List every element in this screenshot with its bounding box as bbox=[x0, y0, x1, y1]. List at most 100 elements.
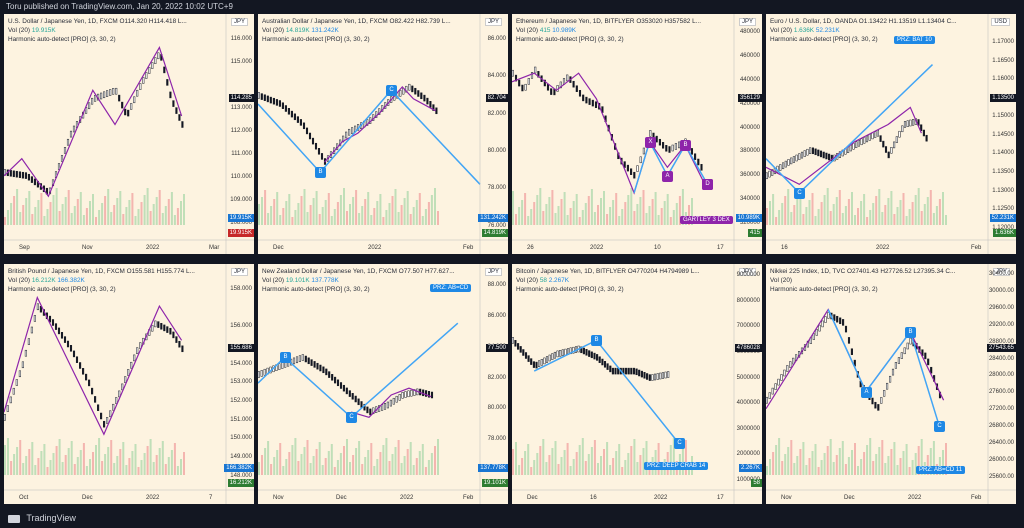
volume-bar bbox=[67, 190, 70, 225]
price-tick-label: 30000.00 bbox=[988, 288, 1014, 295]
candle bbox=[787, 159, 790, 166]
candle bbox=[590, 351, 593, 359]
currency-badge[interactable]: JPY bbox=[738, 18, 756, 26]
candle bbox=[27, 338, 30, 345]
price-axis[interactable]: 158.000 156.000 154.000 153.000 152.000 151.0… bbox=[226, 264, 254, 489]
price-axis[interactable]: 30400.00 30000.00 29600.00 29200.00 28800.00… bbox=[988, 264, 1016, 489]
candle bbox=[806, 148, 809, 156]
prz-label: PRZ: DEEP CRAB 14 bbox=[644, 462, 709, 470]
candle bbox=[313, 361, 316, 368]
price-axis[interactable]: 88.00086.00084.00082.00080.00078.00076.0… bbox=[480, 264, 508, 489]
currency-badge[interactable]: JPY bbox=[230, 18, 248, 26]
candle bbox=[160, 323, 163, 330]
volume-bar bbox=[327, 193, 330, 225]
currency-badge[interactable]: JPY bbox=[992, 268, 1010, 276]
time-axis[interactable]: Nov Dec 2022 Feb bbox=[258, 490, 480, 504]
candle bbox=[169, 91, 172, 99]
time-axis[interactable]: Dec 16 2022 17 bbox=[512, 490, 734, 504]
price-tick-label: 4000000 bbox=[736, 400, 760, 407]
currency-badge[interactable]: USD bbox=[991, 18, 1010, 26]
currency-badge[interactable]: JPY bbox=[230, 268, 248, 276]
volume-value: 415 bbox=[539, 27, 551, 34]
chart-panel[interactable]: New Zealand Dollar / Japanese Yen, 1D, F… bbox=[258, 264, 508, 504]
time-axis[interactable]: Dec 2022 Feb bbox=[258, 240, 480, 254]
time-axis[interactable]: 26 2022 10 17 bbox=[512, 240, 734, 254]
volume-bar bbox=[766, 466, 768, 475]
price-axis[interactable]: 480000 460000 440000 420000 400000 380000 3600… bbox=[734, 14, 762, 239]
volume-bar bbox=[421, 216, 424, 225]
symbol-title: British Pound / Japanese Yen, 1D, FXCM bbox=[8, 268, 125, 275]
candle bbox=[519, 346, 522, 353]
price-tick-label: 26000.00 bbox=[988, 456, 1014, 463]
volume-bar bbox=[875, 196, 878, 225]
volume-bar bbox=[851, 450, 853, 475]
candle bbox=[883, 390, 886, 397]
volume-bar bbox=[385, 210, 388, 225]
price-axis[interactable]: 86.000 84.000 82.000 80.000 78.000 76.000 bbox=[480, 14, 508, 239]
candle bbox=[79, 362, 82, 369]
candle bbox=[432, 104, 435, 111]
volume-bar bbox=[76, 199, 79, 225]
chart-panel[interactable]: British Pound / Japanese Yen, 1D, FXCM O… bbox=[4, 264, 254, 504]
candle bbox=[284, 105, 287, 112]
price-tick-label: 27200.00 bbox=[988, 406, 1014, 413]
chart-panel[interactable]: Nikkei 225 Index, 1D, TVC O27401.43 H277… bbox=[766, 264, 1016, 504]
volume-bar bbox=[279, 215, 282, 225]
chart-panel[interactable]: Euro / U.S. Dollar, 1D, OANDA O1.13422 H… bbox=[766, 14, 1016, 254]
candle bbox=[836, 315, 839, 323]
candle bbox=[407, 390, 410, 398]
price-tick-label: 158.000 bbox=[230, 285, 252, 292]
price-axis[interactable]: 1.170001.165001.160001.155001.150001.145… bbox=[988, 14, 1016, 239]
candle bbox=[405, 85, 408, 93]
currency-badge[interactable]: JPY bbox=[738, 268, 756, 276]
chart-panel[interactable]: Australian Dollar / Japanese Yen, 1D, FX… bbox=[258, 14, 508, 254]
time-axis[interactable]: Nov Dec 2022 Feb bbox=[766, 490, 988, 504]
volume-bar bbox=[551, 448, 554, 475]
volume-bar bbox=[297, 461, 300, 475]
candle bbox=[139, 83, 142, 90]
volume-bar bbox=[512, 191, 514, 225]
currency-badge[interactable]: JPY bbox=[484, 18, 502, 26]
publisher-bar: Toru published on TradingView.com, Jan 2… bbox=[6, 2, 233, 11]
volume-bar bbox=[621, 467, 624, 475]
price-tick-label: 1.14000 bbox=[992, 150, 1014, 157]
volume-bar bbox=[258, 462, 260, 475]
price-axis[interactable]: 9000000800000070000006000000500000040000… bbox=[734, 264, 762, 489]
time-axis[interactable]: Oct Dec 2022 7 bbox=[4, 490, 226, 504]
volume-bar bbox=[872, 461, 875, 475]
candle bbox=[136, 347, 139, 354]
candle bbox=[12, 387, 15, 395]
price-tick-label: 1.13000 bbox=[992, 187, 1014, 194]
volume-bar bbox=[297, 203, 300, 225]
price-tick-label: 29600.00 bbox=[988, 304, 1014, 311]
volume-bar bbox=[829, 211, 832, 225]
volume-bar bbox=[548, 197, 551, 225]
volume-bar bbox=[808, 458, 811, 475]
volume-bar bbox=[397, 212, 400, 225]
volume-bar bbox=[857, 208, 859, 225]
volume-bar bbox=[542, 439, 545, 475]
candle bbox=[517, 343, 520, 350]
volume-bar bbox=[521, 200, 524, 225]
time-tick-label: 16 bbox=[781, 245, 788, 251]
candle bbox=[33, 178, 36, 186]
volume-bar bbox=[847, 457, 850, 475]
volume-bar bbox=[104, 196, 107, 225]
volume-bar bbox=[291, 217, 294, 225]
chart-panel[interactable]: Bitcoin / Japanese Yen, 1D, BITFLYER O47… bbox=[512, 264, 762, 504]
volume-bar bbox=[627, 195, 630, 225]
volume-bar bbox=[881, 212, 884, 225]
chart-panel[interactable]: U.S. Dollar / Japanese Yen, 1D, FXCM O11… bbox=[4, 14, 254, 254]
time-axis[interactable]: Sep Nov 2022 Mar bbox=[4, 240, 226, 254]
price-axis[interactable]: 116.000 115.000 113.000 112.000 111.000 110.0… bbox=[226, 14, 254, 239]
chart-canvas bbox=[4, 264, 254, 504]
candle bbox=[824, 316, 827, 323]
volume-bar bbox=[155, 455, 158, 475]
currency-badge[interactable]: JPY bbox=[484, 268, 502, 276]
symbol-title: Nikkei 225 Index, 1D, TVC bbox=[770, 268, 846, 275]
candle bbox=[643, 372, 646, 379]
time-axis[interactable]: 16 2022 Feb bbox=[766, 240, 988, 254]
volume-bar bbox=[92, 452, 94, 475]
chart-panel[interactable]: Ethereum / Japanese Yen, 1D, BITFLYER O3… bbox=[512, 14, 762, 254]
volume-bar bbox=[920, 439, 923, 475]
